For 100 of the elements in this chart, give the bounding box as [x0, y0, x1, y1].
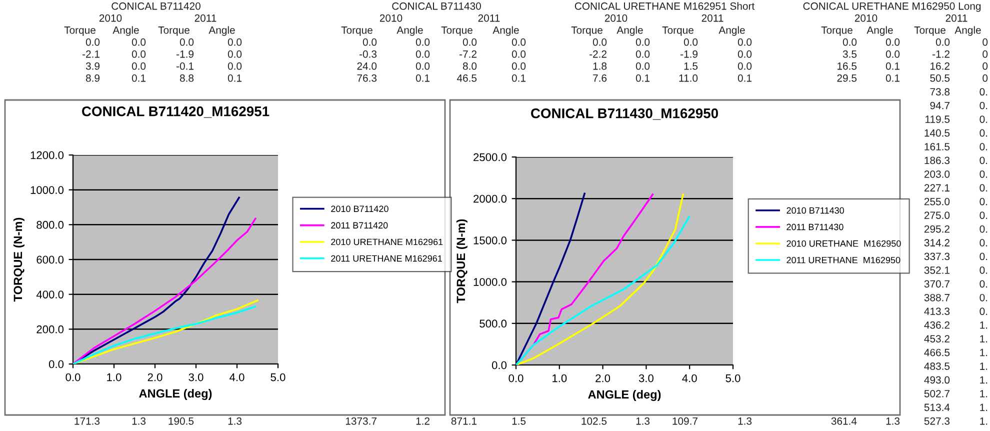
text: 370.7: [924, 280, 950, 288]
text: Torque: [914, 26, 946, 36]
text: 1.: [980, 321, 988, 329]
text: 0.1: [512, 74, 526, 82]
text: 1.: [980, 335, 988, 342]
text: 2011: [946, 14, 968, 22]
text: 1.: [980, 418, 988, 425]
text: 255.0: [924, 198, 950, 206]
text: 50.5: [930, 74, 950, 82]
text: 0.0: [228, 38, 242, 46]
text: Torque: [821, 26, 852, 36]
text: 275.0: [924, 212, 950, 219]
text: 0.: [980, 129, 988, 137]
text: 0.: [980, 280, 988, 288]
text: Angle: [954, 26, 981, 36]
text: 1.2: [416, 417, 430, 425]
text: 0.: [980, 294, 988, 302]
text: 161.5: [924, 143, 950, 150]
text: 0.1: [886, 62, 900, 70]
text: 11.0: [679, 74, 698, 82]
text: 0: [982, 38, 988, 46]
text: CONICAL URETHANE M162951 Short: [574, 2, 755, 10]
y-tick-label: 1200.0: [30, 151, 64, 160]
text: 0.0: [180, 38, 194, 46]
text: 0.0: [636, 62, 650, 70]
text: 0.0: [636, 38, 650, 46]
text: 0.0: [842, 38, 857, 46]
x-tick-label: 2.0: [148, 373, 162, 382]
text: -1.9: [176, 50, 194, 58]
text: 227.1: [924, 184, 950, 192]
text: 186.3: [924, 156, 950, 164]
text: 871.1: [451, 417, 476, 425]
text: 0.: [980, 212, 988, 219]
y-tick-label: 400.0: [36, 290, 64, 298]
text: -7.2: [460, 50, 476, 58]
text: 388.7: [924, 294, 950, 302]
text: -2.1: [82, 50, 100, 58]
x-tick-label: 5.0: [270, 373, 286, 382]
x-tick-label: 3.0: [638, 374, 654, 382]
text: 2011: [702, 14, 724, 22]
y-tick-label: 2500.0: [474, 153, 507, 162]
y-tick-label: 0.0: [48, 360, 64, 368]
chart-title: CONICAL B711430_M162950: [531, 108, 718, 120]
text: 513.4: [924, 404, 950, 412]
legend-label: 2011 URETHANE M162961: [331, 255, 442, 262]
text: 0.: [980, 116, 988, 123]
y-tick-label: 1000.0: [30, 186, 64, 194]
legend-label: 2010 URETHANE M162961: [331, 238, 443, 246]
x-axis-title: ANGLE (deg): [139, 388, 212, 400]
text: 76.3: [357, 74, 377, 82]
text: 1.5: [512, 418, 526, 425]
x-tick-label: 0.0: [66, 373, 80, 382]
text: Angle: [492, 26, 519, 36]
text: 94.7: [930, 102, 950, 110]
text: 1.: [980, 404, 988, 411]
text: 0.: [980, 88, 988, 96]
text: 1.3: [228, 417, 242, 425]
text: Angle: [396, 26, 423, 36]
line-series: [516, 216, 690, 365]
text: 24.0: [357, 62, 377, 70]
text: 203.0: [924, 170, 950, 178]
text: 1.5: [684, 62, 698, 70]
y-tick-label: 800.0: [36, 220, 64, 229]
text: 2010: [380, 14, 402, 22]
text: 0.0: [416, 38, 430, 46]
text: CONICAL B711430: [392, 2, 481, 10]
text: 466.5: [924, 348, 950, 356]
text: 0.1: [416, 74, 430, 82]
text: -1.2: [932, 50, 950, 58]
y-axis-title: TORQUE (N-m): [456, 219, 468, 304]
text: 413.3: [924, 308, 950, 316]
text: Angle: [112, 26, 139, 36]
text: 0.0: [636, 50, 650, 58]
text: 1.8: [593, 62, 607, 70]
text: 483.5: [924, 362, 950, 370]
text: 1.: [980, 362, 988, 370]
text: 0.0: [886, 38, 900, 46]
legend-label: 2010 B711420: [331, 206, 388, 212]
text: 0.0: [512, 38, 526, 46]
text: 16.5: [838, 62, 857, 70]
text: Torque: [158, 26, 190, 36]
text: 1.: [980, 348, 988, 356]
text: 0.: [980, 308, 988, 316]
text: 0.1: [636, 74, 650, 82]
text: 0: [982, 50, 988, 58]
text: 1.3: [738, 417, 752, 425]
text: 109.7: [672, 417, 698, 425]
text: 7.6: [593, 74, 607, 82]
text: 0.0: [512, 50, 526, 58]
text: 0.0: [684, 38, 698, 46]
text: 0.: [980, 266, 988, 274]
text: Torque: [662, 26, 694, 36]
text: 3.9: [86, 62, 100, 70]
text: 361.4: [831, 417, 857, 425]
text: 0.: [980, 198, 988, 206]
text: 1.: [980, 390, 988, 398]
text: Angle: [616, 26, 643, 36]
text: 0.0: [132, 50, 146, 58]
text: 0.: [980, 184, 988, 192]
text: Torque: [341, 26, 372, 36]
